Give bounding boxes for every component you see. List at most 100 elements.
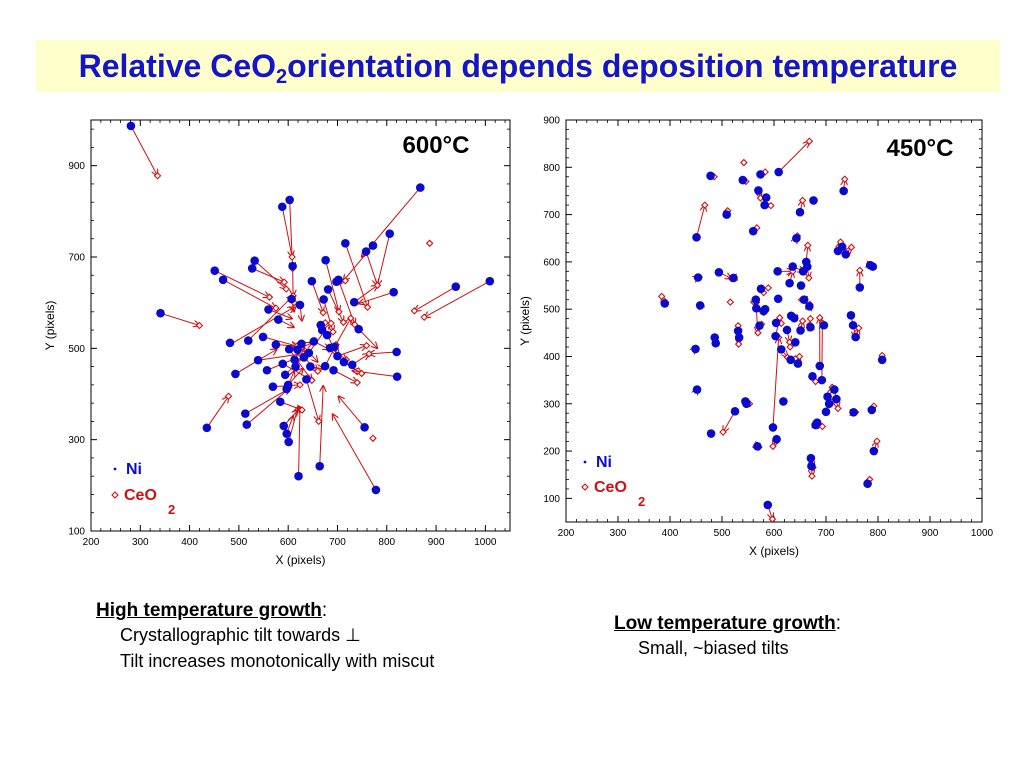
- ceo2-point: [373, 281, 382, 290]
- x-tick-label: 400: [181, 537, 198, 548]
- x-tick-label: 600: [280, 537, 297, 548]
- ceo2-point: [856, 266, 864, 275]
- ni-point: [773, 267, 782, 276]
- y-tick-label: 900: [68, 161, 85, 172]
- ceo2-point: [265, 293, 274, 301]
- ni-point: [271, 340, 281, 349]
- ni-point: [218, 275, 228, 285]
- x-tick-label: 900: [428, 537, 445, 548]
- ceo2-point: [272, 304, 280, 312]
- ni-point: [247, 264, 257, 273]
- ni-point: [333, 351, 342, 361]
- x-axis-label: X (pixels): [749, 544, 799, 558]
- ni-point: [799, 295, 809, 305]
- high-temp-colon: :: [321, 600, 328, 621]
- chart-450c: 200 300 400 500 600 700 800 900 1000 100 200 300 400…: [518, 116, 994, 559]
- ceo2-point: [280, 278, 289, 286]
- ni-point: [323, 285, 333, 294]
- ni-point: [294, 471, 303, 481]
- ni-point: [730, 407, 740, 416]
- title-text-end: orientation depends deposition temperatu…: [287, 48, 958, 84]
- ceo2-point: [740, 158, 748, 167]
- x-tick-label: 1000: [474, 537, 497, 548]
- tilt-vector: [414, 286, 457, 311]
- y-tick-label: 500: [543, 305, 560, 316]
- ni-point: [772, 434, 781, 444]
- ni-point: [231, 369, 240, 379]
- ceo2-point: [410, 307, 419, 315]
- ceo2-point: [282, 285, 290, 293]
- ceo2-point: [313, 367, 322, 375]
- ceo2-point: [347, 314, 355, 322]
- ceo2-point: [805, 137, 814, 146]
- ni-point: [841, 250, 851, 259]
- ni-point: [796, 326, 805, 335]
- ni-point: [302, 375, 311, 384]
- ceo2-point: [335, 308, 343, 316]
- ni-point: [761, 193, 771, 202]
- ni-point: [792, 233, 801, 243]
- ni-point: [756, 284, 766, 294]
- ceo2-point: [425, 239, 434, 248]
- tilt-vector: [327, 289, 343, 322]
- ni-point: [692, 232, 701, 242]
- x-tick-label: 300: [610, 528, 627, 539]
- ni-point: [785, 278, 794, 288]
- tilt-vector: [772, 338, 779, 428]
- ni-point: [385, 229, 395, 239]
- ni-point: [837, 242, 847, 252]
- tilt-vector: [696, 205, 705, 238]
- ni-point: [752, 303, 761, 313]
- x-tick-label: 600: [766, 528, 783, 539]
- x-tick-label: 200: [83, 537, 100, 548]
- ni-point: [485, 276, 495, 286]
- tilt-vector: [344, 243, 367, 307]
- y-tick-label: 700: [543, 210, 560, 221]
- tilt-vector: [319, 386, 323, 467]
- tilt-vector: [254, 260, 287, 289]
- tilt-vector: [359, 291, 394, 303]
- ceo2-point: [726, 298, 735, 306]
- ni-point: [278, 359, 288, 369]
- ni-point: [287, 294, 296, 304]
- ni-point: [793, 359, 803, 368]
- ceo2-point: [353, 378, 361, 387]
- ni-point: [868, 262, 878, 271]
- ceo2-point: [362, 341, 371, 350]
- ni-point: [824, 399, 834, 409]
- title-subscript: 2: [276, 66, 288, 88]
- tilt-vector: [247, 296, 293, 341]
- ni-point: [877, 355, 887, 365]
- ni-point: [738, 175, 748, 185]
- ceo2-point: [806, 314, 815, 323]
- ni-point: [812, 418, 822, 427]
- ni-point: [819, 320, 829, 330]
- ni-point: [692, 385, 702, 394]
- ni-point: [722, 210, 731, 219]
- ni-point: [823, 392, 832, 401]
- x-tick-label: 200: [558, 528, 575, 539]
- x-tick-label: 700: [818, 528, 835, 539]
- ni-point: [851, 332, 860, 342]
- ni-point: [415, 183, 425, 192]
- ni-point: [806, 453, 816, 463]
- legend-ceo2-subscript: 2: [638, 494, 645, 509]
- ni-point: [771, 318, 781, 328]
- ni-point: [321, 255, 330, 265]
- ni-point: [695, 301, 705, 310]
- ceo2-point: [357, 369, 366, 378]
- ni-point: [306, 362, 315, 371]
- tilt-vector: [130, 125, 158, 176]
- x-tick-label: 700: [329, 537, 346, 548]
- ni-point: [849, 407, 858, 417]
- ni-point: [126, 121, 136, 131]
- tilt-vector: [369, 352, 397, 354]
- ni-point: [320, 361, 330, 371]
- tilt-vector: [299, 407, 300, 477]
- ni-point: [782, 325, 792, 335]
- tilt-vector: [358, 328, 378, 348]
- ceo2-point: [153, 171, 162, 180]
- ni-point: [795, 207, 805, 217]
- ni-point: [869, 446, 879, 456]
